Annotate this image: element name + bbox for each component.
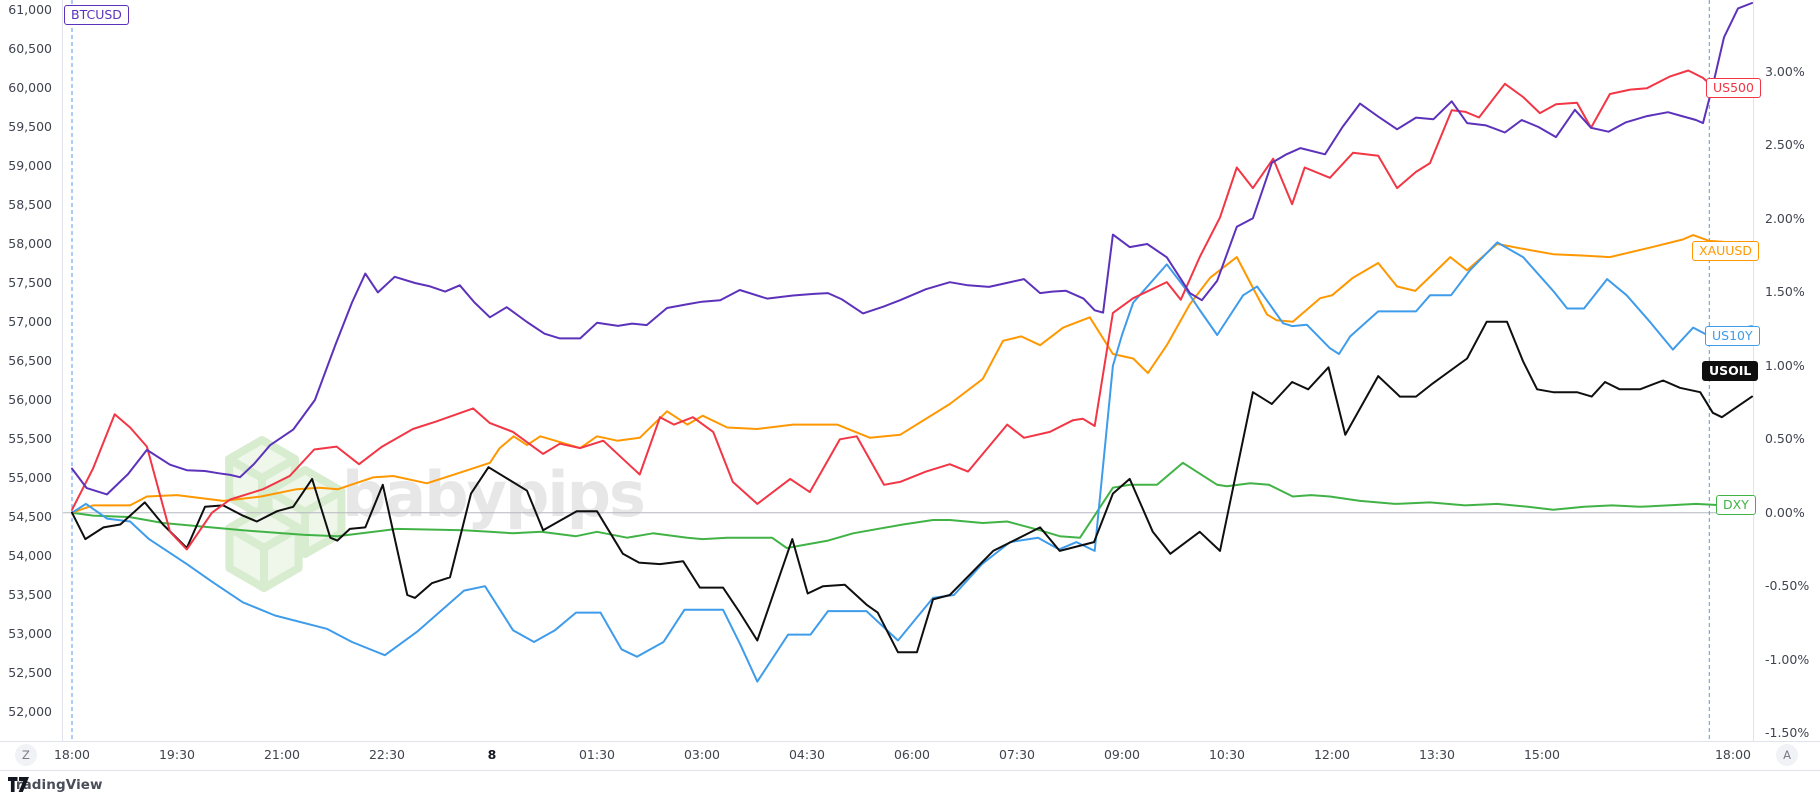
time-tick: 12:00 <box>1313 747 1351 762</box>
percent-tick: 2.50% <box>1765 137 1805 153</box>
price-tick: 52,500 <box>8 665 52 680</box>
time-tick: 04:30 <box>788 747 826 762</box>
percent-tick: 0.50% <box>1765 431 1805 447</box>
price-tick: 54,000 <box>8 548 52 563</box>
time-tick: 13:30 <box>1418 747 1456 762</box>
series-xauusd[interactable] <box>71 234 1753 514</box>
price-tick: 61,000 <box>8 2 52 17</box>
time-tick: 09:00 <box>1103 747 1141 762</box>
price-tick: 53,000 <box>8 626 52 641</box>
label-usoil[interactable]: USOIL <box>1702 361 1759 381</box>
price-tick: 57,500 <box>8 275 52 290</box>
percent-tick: -0.50% <box>1765 578 1810 594</box>
time-tick: 22:30 <box>368 747 406 762</box>
price-tick: 53,500 <box>8 587 52 602</box>
percent-tick: -1.50% <box>1765 725 1810 741</box>
tradingview-logo[interactable]: TradingView <box>8 777 103 793</box>
time-axis[interactable]: 18:00 19:30 21:00 22:30 8 01:30 03:00 04:30 06:0… <box>0 742 1820 770</box>
tradingview-logo-text: TradingView <box>8 777 103 793</box>
percent-tick: 2.00% <box>1765 210 1805 226</box>
tradingview-logo-icon <box>8 777 29 792</box>
price-tick: 57,000 <box>8 314 52 329</box>
time-tick: 18:00 <box>53 747 91 762</box>
price-axis-separator <box>62 0 63 741</box>
time-tick: 03:00 <box>683 747 721 762</box>
series-dxy[interactable] <box>71 461 1753 549</box>
label-us10y[interactable]: US10Y <box>1705 326 1760 346</box>
label-dxy[interactable]: DXY <box>1716 495 1756 515</box>
time-tick: 10:30 <box>1208 747 1246 762</box>
price-tick: 52,000 <box>8 704 52 719</box>
price-tick: 60,500 <box>8 41 52 56</box>
price-tick: 58,500 <box>8 197 52 212</box>
price-tick: 59,000 <box>8 158 52 173</box>
series-us500[interactable] <box>71 69 1753 551</box>
time-tick: 07:30 <box>998 747 1036 762</box>
percent-tick: 1.50% <box>1765 284 1805 300</box>
percent-tick: 1.00% <box>1765 357 1805 373</box>
label-btcusd[interactable]: BTCUSD <box>64 5 129 25</box>
percent-tick: 3.00% <box>1765 64 1805 79</box>
label-us500[interactable]: US500 <box>1706 78 1761 98</box>
price-tick: 56,500 <box>8 353 52 368</box>
label-xauusd[interactable]: XAUUSD <box>1692 241 1759 261</box>
time-tick: 06:00 <box>893 747 931 762</box>
price-tick: 59,500 <box>8 119 52 134</box>
time-tick: 8 <box>487 747 497 762</box>
price-tick: 56,000 <box>8 392 52 407</box>
percent-tick: -1.00% <box>1765 651 1810 667</box>
series-usoil[interactable] <box>71 320 1753 654</box>
time-tick: 18:00 <box>1714 747 1752 762</box>
time-tick: 21:00 <box>263 747 301 762</box>
percent-tick: 0.00% <box>1765 504 1805 520</box>
price-tick: 55,500 <box>8 431 52 446</box>
price-tick: 54,500 <box>8 509 52 524</box>
time-tick: 19:30 <box>158 747 196 762</box>
price-tick: 60,000 <box>8 80 52 95</box>
chart-bottom-border <box>0 770 1820 771</box>
price-axis[interactable]: 61,000 60,500 60,000 59,500 59,000 58,500 58,0… <box>0 0 62 741</box>
time-axis-separator <box>0 741 1820 742</box>
timezone-badge[interactable]: Z <box>15 744 37 766</box>
time-tick: 15:00 <box>1523 747 1561 762</box>
price-tick: 58,000 <box>8 236 52 251</box>
time-tick: 01:30 <box>578 747 616 762</box>
percent-axis[interactable]: 3.00% 2.50% 2.00% 1.50% 1.00% 0.50% 0.00% -0.50… <box>1754 0 1820 741</box>
series-us10y[interactable] <box>71 241 1753 683</box>
series-btcusd[interactable] <box>71 2 1753 496</box>
price-tick: 55,000 <box>8 470 52 485</box>
auto-scale-badge[interactable]: A <box>1776 744 1798 766</box>
